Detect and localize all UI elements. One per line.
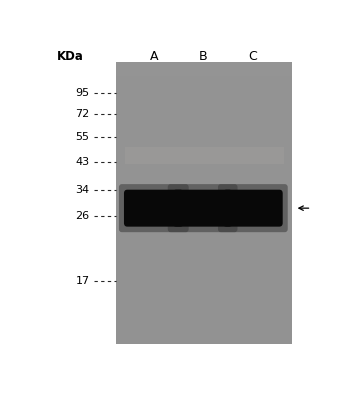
Text: KDa: KDa bbox=[57, 50, 84, 63]
Text: 72: 72 bbox=[75, 109, 90, 119]
FancyBboxPatch shape bbox=[168, 184, 238, 232]
FancyBboxPatch shape bbox=[173, 190, 233, 227]
Text: 17: 17 bbox=[76, 276, 90, 286]
Text: 26: 26 bbox=[76, 211, 90, 221]
Text: 34: 34 bbox=[76, 185, 90, 195]
FancyBboxPatch shape bbox=[124, 190, 184, 227]
FancyBboxPatch shape bbox=[223, 190, 283, 227]
Bar bbox=[125, 147, 284, 164]
FancyBboxPatch shape bbox=[218, 184, 288, 232]
FancyBboxPatch shape bbox=[119, 184, 189, 232]
Text: 43: 43 bbox=[76, 157, 90, 167]
Text: A: A bbox=[149, 50, 158, 63]
Text: B: B bbox=[198, 50, 207, 63]
Text: 55: 55 bbox=[76, 132, 90, 142]
Text: C: C bbox=[248, 50, 257, 63]
Text: 95: 95 bbox=[76, 88, 90, 98]
Bar bbox=[116, 62, 292, 344]
